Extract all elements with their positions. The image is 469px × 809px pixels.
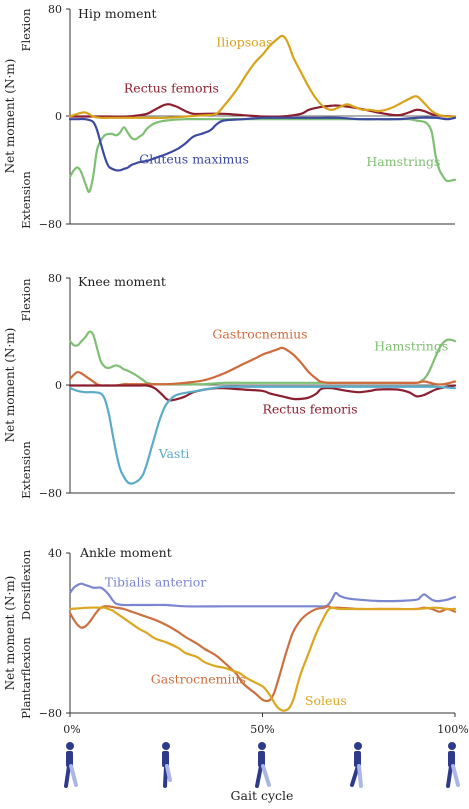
hip-ytick-label-0: 0 [55, 110, 62, 123]
hip-series-gluteus-maximus-line [68, 116, 457, 172]
hip-series-rectus-femoris-label: Rectus femoris [124, 80, 219, 95]
hip-series-hamstrings-label: Hamstrings [366, 154, 440, 169]
hip-series-rectus-femoris-line [68, 103, 457, 118]
x-axis-title: Gait cycle [231, 788, 294, 803]
ankle-ylabel: Net moment (N·m) [3, 576, 17, 691]
knee-ylabel-negative: Extension [19, 441, 33, 499]
walker-icon-5 [446, 742, 460, 788]
ankle-ytick-label-40: 40 [48, 547, 62, 560]
x-axis-ticks: 0% 50% 100% [63, 713, 469, 736]
hip-ylabel: Net moment (N·m) [3, 59, 17, 174]
knee-ytick-label-80: 80 [48, 272, 62, 285]
knee-series: Hamstrings Gastrocnemius Rectus femoris Vas… [68, 327, 457, 485]
knee-series-hamstrings-line [68, 330, 457, 386]
knee-ylabel-positive: Flexion [19, 278, 33, 322]
knee-series-gastrocnemius-line [68, 346, 457, 387]
knee-series-vasti-label: Vasti [158, 446, 190, 461]
ankle-chart-title: Ankle moment [79, 545, 172, 560]
hip-ytick-label-neg80: −80 [39, 218, 62, 231]
knee-ytick-label-0: 0 [55, 379, 62, 392]
hip-chart-title: Hip moment [78, 6, 157, 21]
knee-series-gastrocnemius-label: Gastrocnemius [212, 327, 307, 342]
ankle-ylabel-positive: Dorsiflexion [19, 549, 33, 620]
ankle-series: Tibialis anterior Gastrocnemius Soleus [68, 574, 457, 712]
ankle-moment-chart: 40 −80 Ankle moment Net moment (N·m) Dor… [3, 545, 457, 720]
knee-ylabel: Net moment (N·m) [3, 328, 17, 443]
xtick-label-0: 0% [63, 723, 80, 736]
ankle-series-tibialis-anterior-line [68, 582, 457, 608]
knee-ytick-label-neg80: −80 [39, 487, 62, 500]
knee-series-rectus-femoris-line [68, 384, 457, 402]
hip-series-hamstrings-line [68, 118, 457, 193]
hip-ytick-label-80: 80 [48, 3, 62, 16]
hip-ylabel-positive: Flexion [19, 8, 33, 52]
ankle-ytick-label-neg80: −80 [39, 707, 62, 720]
knee-series-rectus-femoris-label: Rectus femoris [263, 402, 358, 417]
hip-series-iliopsoas-line [68, 34, 457, 120]
walker-icon-2 [162, 742, 172, 788]
xtick-label-100: 100% [437, 723, 468, 736]
ankle-ylabel-negative: Plantarflexion [19, 637, 33, 719]
ankle-series-soleus-line [68, 606, 457, 712]
knee-chart-title: Knee moment [78, 274, 166, 289]
ankle-series-soleus-label: Soleus [305, 693, 347, 708]
walker-icon-4 [350, 742, 363, 788]
walker-icon-1 [64, 742, 78, 788]
walking-figures [64, 742, 460, 788]
hip-series-iliopsoas-label: Iliopsoas [216, 35, 272, 50]
hip-series-gluteus-maximus-label: Gluteus maximus [139, 152, 249, 167]
knee-series-vasti-line [68, 385, 457, 485]
walker-icon-3 [255, 742, 271, 788]
ankle-series-tibialis-anterior-label: Tibialis anterior [105, 574, 207, 589]
ankle-series-gastrocnemius-label: Gastrocnemius [151, 672, 246, 687]
hip-ylabel-negative: Extension [19, 171, 33, 229]
xtick-label-50: 50% [250, 723, 274, 736]
knee-moment-chart: 80 0 −80 Knee moment Net moment (N·m) Fl… [3, 272, 457, 500]
knee-series-hamstrings-label: Hamstrings [374, 339, 448, 354]
hip-series: Hamstrings Rectus femoris Iliopsoas Gluteus… [68, 34, 457, 193]
hip-moment-chart: 80 0 −80 Hip moment Net moment (N·m) Fle… [3, 3, 457, 231]
